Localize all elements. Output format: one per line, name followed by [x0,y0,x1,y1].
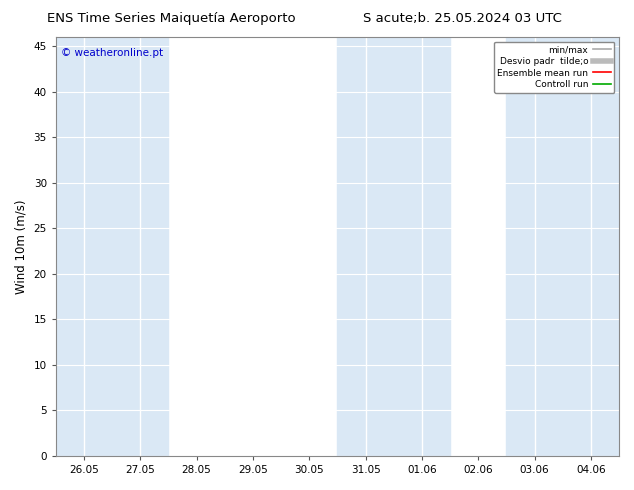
Bar [337,37,450,456]
Text: © weatheronline.pt: © weatheronline.pt [61,48,164,57]
Y-axis label: Wind 10m (m/s): Wind 10m (m/s) [15,199,28,294]
Legend: min/max, Desvio padr  tilde;o, Ensemble mean run, Controll run: min/max, Desvio padr tilde;o, Ensemble m… [494,42,614,93]
Bar [507,37,619,456]
Text: S acute;b. 25.05.2024 03 UTC: S acute;b. 25.05.2024 03 UTC [363,12,562,25]
Bar [56,37,169,456]
Text: ENS Time Series Maiquetía Aeroporto: ENS Time Series Maiquetía Aeroporto [47,12,295,25]
